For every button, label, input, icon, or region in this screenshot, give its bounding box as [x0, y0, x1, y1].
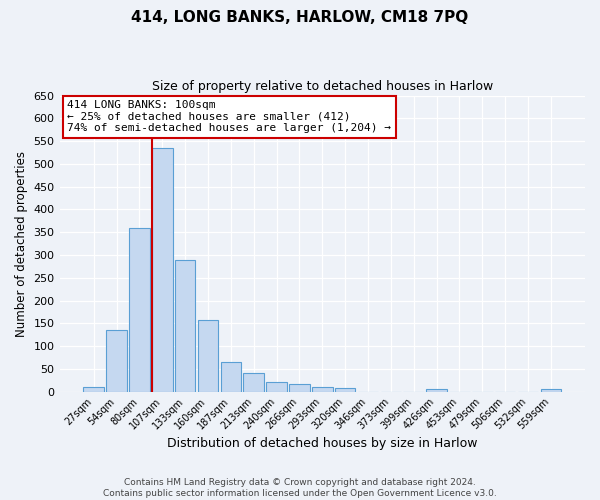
X-axis label: Distribution of detached houses by size in Harlow: Distribution of detached houses by size … [167, 437, 478, 450]
Bar [335, 388, 355, 392]
Bar [221, 362, 241, 392]
Title: Size of property relative to detached houses in Harlow: Size of property relative to detached ho… [152, 80, 493, 93]
Y-axis label: Number of detached properties: Number of detached properties [15, 150, 28, 336]
Text: 414, LONG BANKS, HARLOW, CM18 7PQ: 414, LONG BANKS, HARLOW, CM18 7PQ [131, 10, 469, 25]
Bar [106, 330, 127, 392]
Text: 414 LONG BANKS: 100sqm
← 25% of detached houses are smaller (412)
74% of semi-de: 414 LONG BANKS: 100sqm ← 25% of detached… [67, 100, 391, 133]
Text: Contains HM Land Registry data © Crown copyright and database right 2024.
Contai: Contains HM Land Registry data © Crown c… [103, 478, 497, 498]
Bar [152, 148, 173, 392]
Bar [266, 382, 287, 392]
Bar [289, 384, 310, 392]
Bar [175, 260, 196, 392]
Bar [541, 390, 561, 392]
Bar [426, 390, 447, 392]
Bar [312, 387, 332, 392]
Bar [83, 386, 104, 392]
Bar [244, 373, 264, 392]
Bar [198, 320, 218, 392]
Bar [129, 228, 150, 392]
